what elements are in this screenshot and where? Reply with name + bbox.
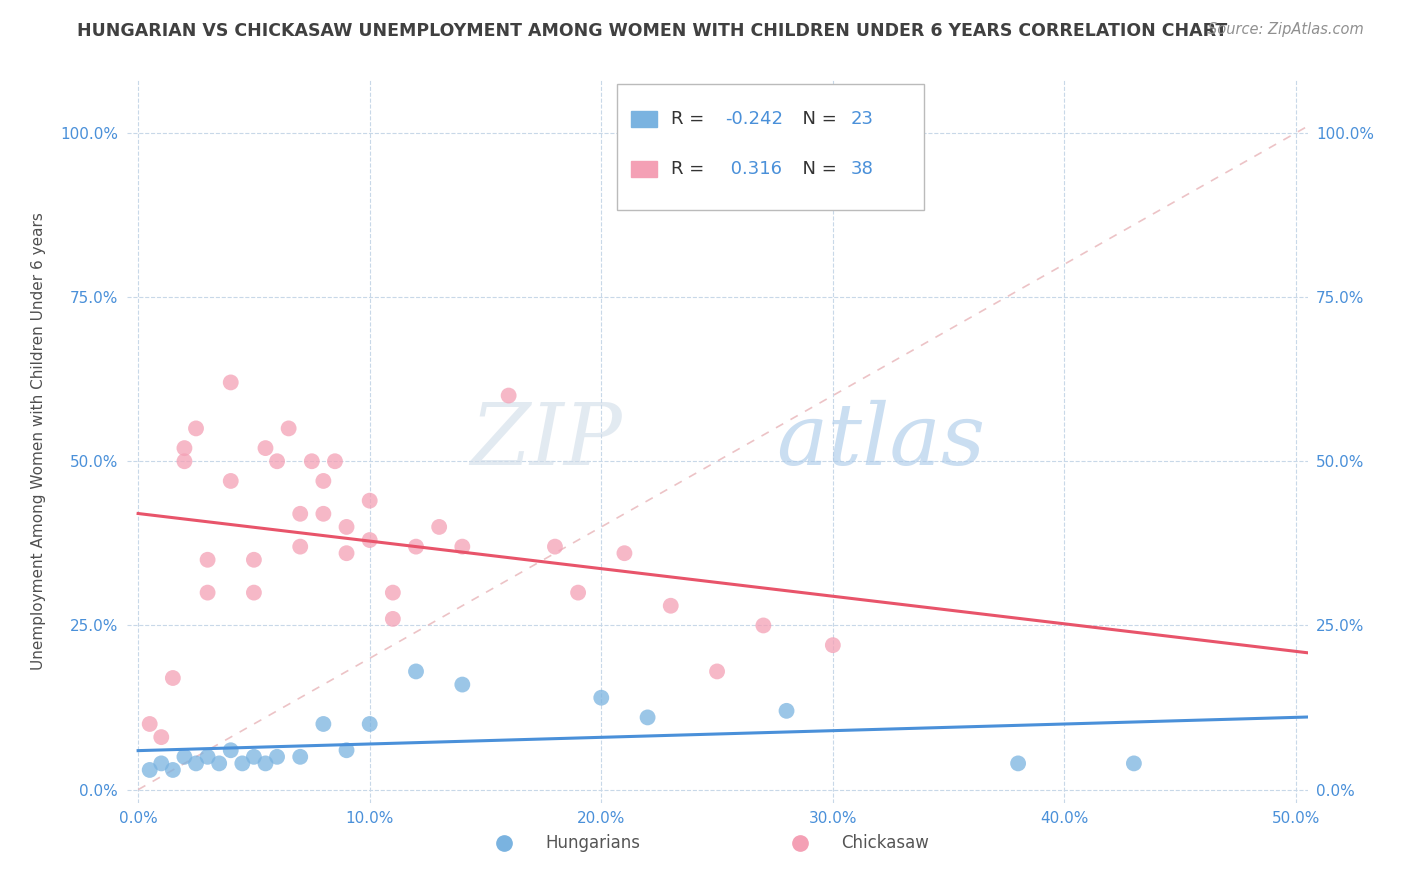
Point <box>301 454 323 468</box>
Text: N =: N = <box>792 161 844 178</box>
Point <box>637 710 659 724</box>
Point <box>197 553 219 567</box>
Point <box>138 717 160 731</box>
FancyBboxPatch shape <box>631 161 657 178</box>
Point <box>706 665 728 679</box>
Point <box>290 540 312 554</box>
Point <box>150 756 173 771</box>
Text: R =: R = <box>671 110 710 128</box>
Point <box>184 756 207 771</box>
Point <box>775 704 797 718</box>
Text: 0.316: 0.316 <box>725 161 782 178</box>
Point <box>312 717 335 731</box>
Point <box>335 743 357 757</box>
Point <box>138 763 160 777</box>
Point <box>277 421 299 435</box>
Point <box>427 520 450 534</box>
Point <box>173 454 195 468</box>
Point <box>243 585 266 599</box>
Point <box>381 612 404 626</box>
Point <box>405 540 427 554</box>
Text: ZIP: ZIP <box>471 401 623 483</box>
Point <box>266 749 288 764</box>
Text: R =: R = <box>671 161 710 178</box>
Point <box>498 388 520 402</box>
Text: HUNGARIAN VS CHICKASAW UNEMPLOYMENT AMONG WOMEN WITH CHILDREN UNDER 6 YEARS CORR: HUNGARIAN VS CHICKASAW UNEMPLOYMENT AMON… <box>77 22 1227 40</box>
Text: atlas: atlas <box>776 401 986 483</box>
Text: N =: N = <box>792 110 844 128</box>
Point <box>544 540 567 554</box>
Point <box>197 585 219 599</box>
Point <box>1007 756 1029 771</box>
Point <box>567 585 589 599</box>
Point <box>613 546 636 560</box>
Text: -0.242: -0.242 <box>725 110 783 128</box>
Point <box>208 756 231 771</box>
Point <box>254 441 277 455</box>
Point <box>335 520 357 534</box>
Point <box>290 749 312 764</box>
Point <box>451 540 474 554</box>
Text: Chickasaw: Chickasaw <box>841 833 929 852</box>
Point <box>752 618 775 632</box>
Point <box>219 376 242 390</box>
Point <box>335 546 357 560</box>
Point <box>659 599 682 613</box>
Point <box>173 441 195 455</box>
Point <box>231 756 253 771</box>
Point <box>381 585 404 599</box>
Text: 23: 23 <box>851 110 873 128</box>
Point <box>150 730 173 744</box>
Point <box>219 474 242 488</box>
Point <box>197 749 219 764</box>
Point <box>821 638 844 652</box>
Point <box>162 763 184 777</box>
FancyBboxPatch shape <box>631 111 657 127</box>
Point <box>266 454 288 468</box>
Point <box>312 474 335 488</box>
Point <box>243 553 266 567</box>
Point <box>451 677 474 691</box>
Point <box>219 743 242 757</box>
Point <box>290 507 312 521</box>
FancyBboxPatch shape <box>617 84 924 211</box>
Point <box>312 507 335 521</box>
Point <box>173 749 195 764</box>
Point <box>359 533 381 547</box>
Point <box>243 749 266 764</box>
Point <box>162 671 184 685</box>
Point <box>359 493 381 508</box>
Point <box>591 690 613 705</box>
Point <box>254 756 277 771</box>
Point <box>323 454 346 468</box>
Text: 38: 38 <box>851 161 873 178</box>
Text: Hungarians: Hungarians <box>546 833 641 852</box>
Point <box>1122 756 1144 771</box>
Point <box>405 665 427 679</box>
Y-axis label: Unemployment Among Women with Children Under 6 years: Unemployment Among Women with Children U… <box>31 212 46 671</box>
Point <box>184 421 207 435</box>
Text: Source: ZipAtlas.com: Source: ZipAtlas.com <box>1208 22 1364 37</box>
Point <box>359 717 381 731</box>
